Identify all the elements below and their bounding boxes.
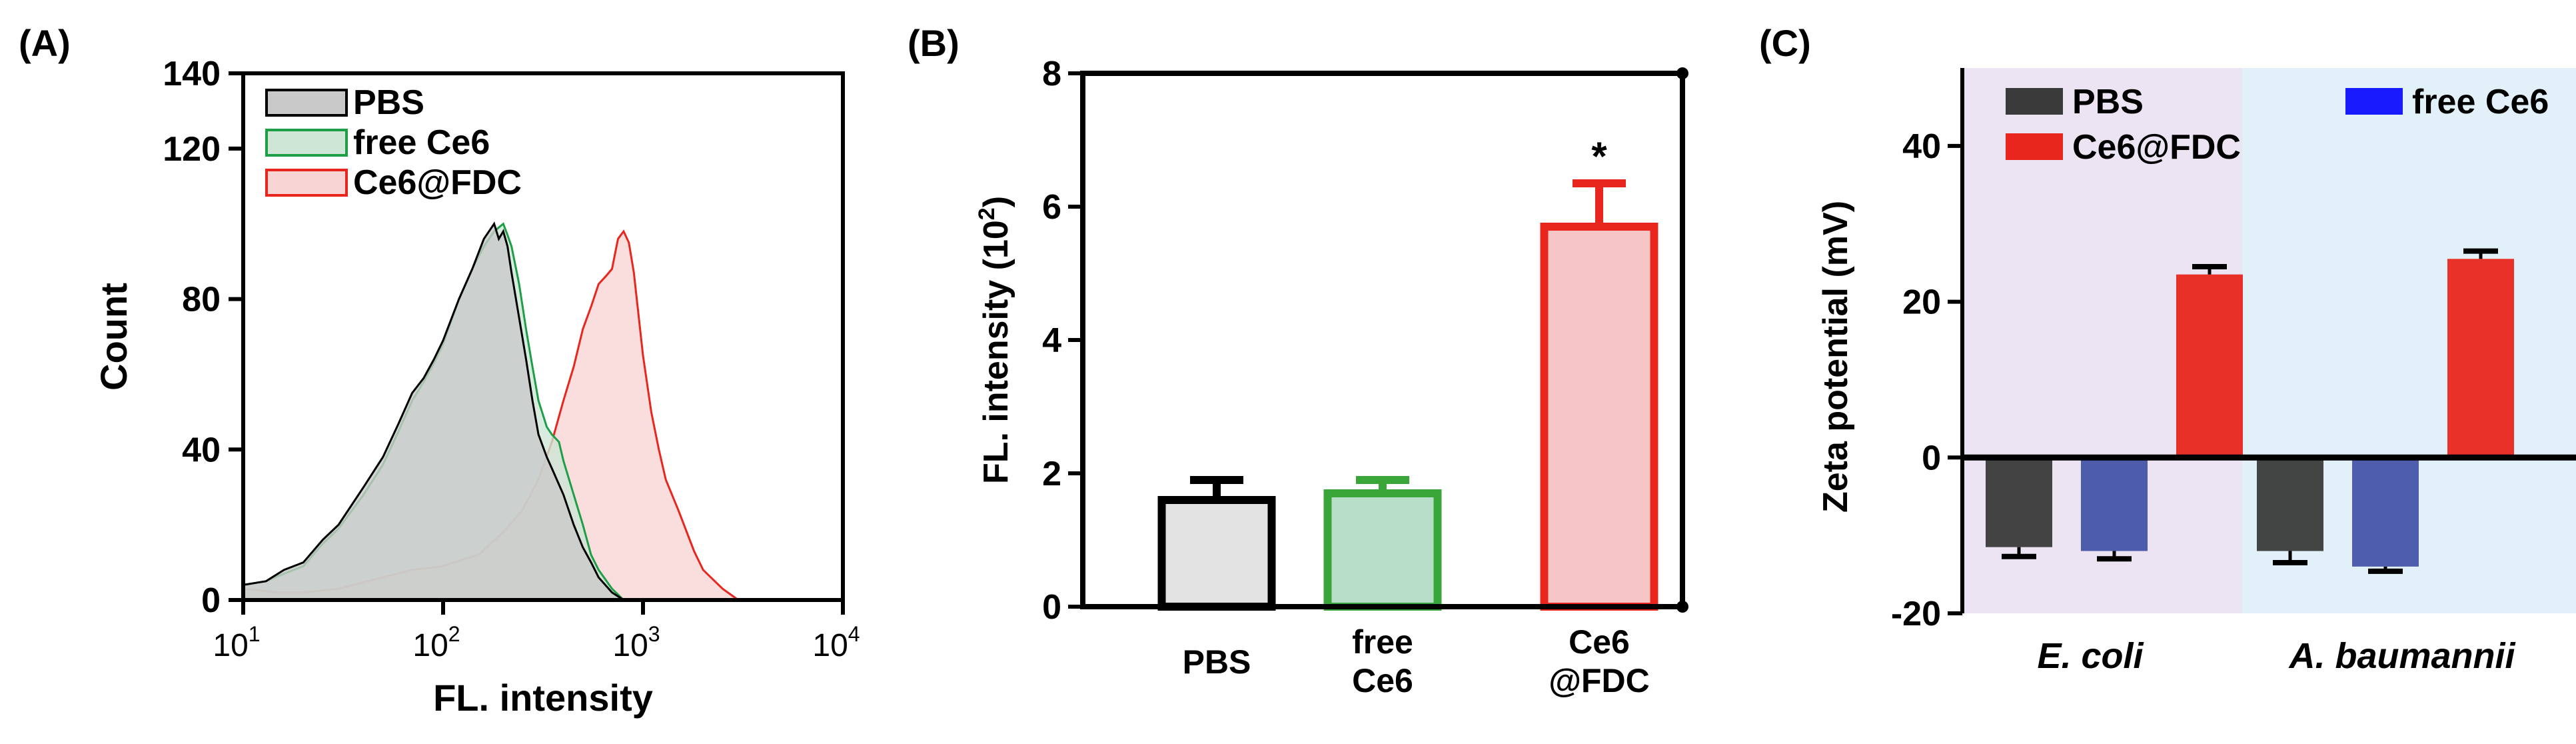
bar: [2081, 457, 2148, 551]
bar: [1157, 496, 1276, 611]
y-tick-label: 120: [163, 130, 221, 169]
legend-label: free Ce6: [2412, 83, 2549, 121]
y-tick-label: 140: [163, 55, 221, 93]
bar: [1986, 457, 2052, 547]
x-tick-label: @FDC: [1549, 662, 1650, 699]
y-axis-label: FL. intensity (102): [974, 196, 1015, 484]
axes: -20 0 20 40 E. coli A. baumannii: [1891, 68, 2576, 676]
x-axis-label: FL. intensity: [433, 677, 653, 719]
x-tick-label: 102: [412, 622, 460, 663]
x-category-label: E. coli: [2037, 636, 2144, 676]
y-tick-label: 0: [1042, 588, 1061, 627]
legend-swatch: [265, 169, 348, 197]
x-tick-label: 103: [612, 622, 660, 663]
legend-swatch: [2006, 133, 2063, 160]
histogram-fill-2: [243, 231, 739, 600]
histogram-curves: [243, 221, 739, 601]
legend-swatch: [2006, 88, 2063, 115]
y-tick-label: -20: [1891, 595, 1941, 633]
x-tick-label: free: [1352, 623, 1413, 661]
bar: [2176, 274, 2243, 458]
y-tick-label: 2: [1042, 455, 1061, 493]
y-tick-label: 0: [1922, 439, 1941, 477]
histogram-fill-0: [243, 223, 624, 600]
panel-c-bar-chart: -20 0 20 40 E. coli A. baumannii PBS free Ce6 C…: [1816, 68, 2576, 676]
legend: PBS free Ce6 Ce6@FDC: [2006, 83, 2549, 167]
y-tick-label: 0: [201, 581, 221, 620]
y-axis-label: Count: [93, 283, 135, 391]
panel-b-label: (B): [908, 22, 960, 64]
panel-c-label: (C): [1759, 22, 1811, 64]
legend-swatch: [265, 89, 348, 117]
plot-frame: [241, 71, 845, 602]
frame-corner-dot: [1676, 67, 1688, 79]
y-tick-label: 8: [1042, 55, 1061, 93]
bar: [1540, 223, 1658, 611]
legend-label: Ce6@FDC: [2072, 128, 2241, 167]
legend-label: PBS: [2072, 83, 2144, 121]
significance-marker: *: [1591, 134, 1607, 179]
legend-label: free Ce6: [353, 123, 490, 162]
x-tick-label: Ce6: [1569, 623, 1630, 661]
x-tick-label: PBS: [1183, 643, 1251, 681]
x-tick-label: 101: [213, 622, 260, 663]
bar: [1323, 489, 1442, 611]
bars: [1986, 248, 2514, 574]
y-axis-label: Zeta potential (mV): [1816, 201, 1855, 513]
bar: [2447, 259, 2514, 458]
histogram-line-0: [243, 221, 624, 601]
legend-swatch: [2345, 88, 2403, 115]
y-tick-label: 20: [1902, 283, 1941, 322]
x-tick-label: 104: [812, 622, 860, 663]
bar: [2352, 457, 2419, 567]
axes: 0 40 80 120 140 101 102 103 104: [163, 55, 860, 663]
y-tick-label: 6: [1042, 188, 1061, 227]
y-tick-label: 40: [182, 431, 221, 469]
legend-swatch: [265, 129, 348, 157]
legend-label: Ce6@FDC: [353, 163, 522, 202]
legend-label: PBS: [353, 83, 424, 122]
panel-a-label: (A): [19, 22, 71, 64]
frame-corner-dot: [1676, 601, 1688, 613]
x-tick-label: Ce6: [1352, 662, 1413, 699]
y-tick-label: 4: [1042, 321, 1061, 360]
x-category-label: A. baumannii: [2287, 636, 2515, 676]
y-tick-label: 40: [1902, 127, 1941, 166]
y-tick-label: 80: [182, 281, 221, 319]
bar: [2257, 457, 2323, 551]
axes: 0 2 4 6 8: [1042, 55, 1688, 627]
